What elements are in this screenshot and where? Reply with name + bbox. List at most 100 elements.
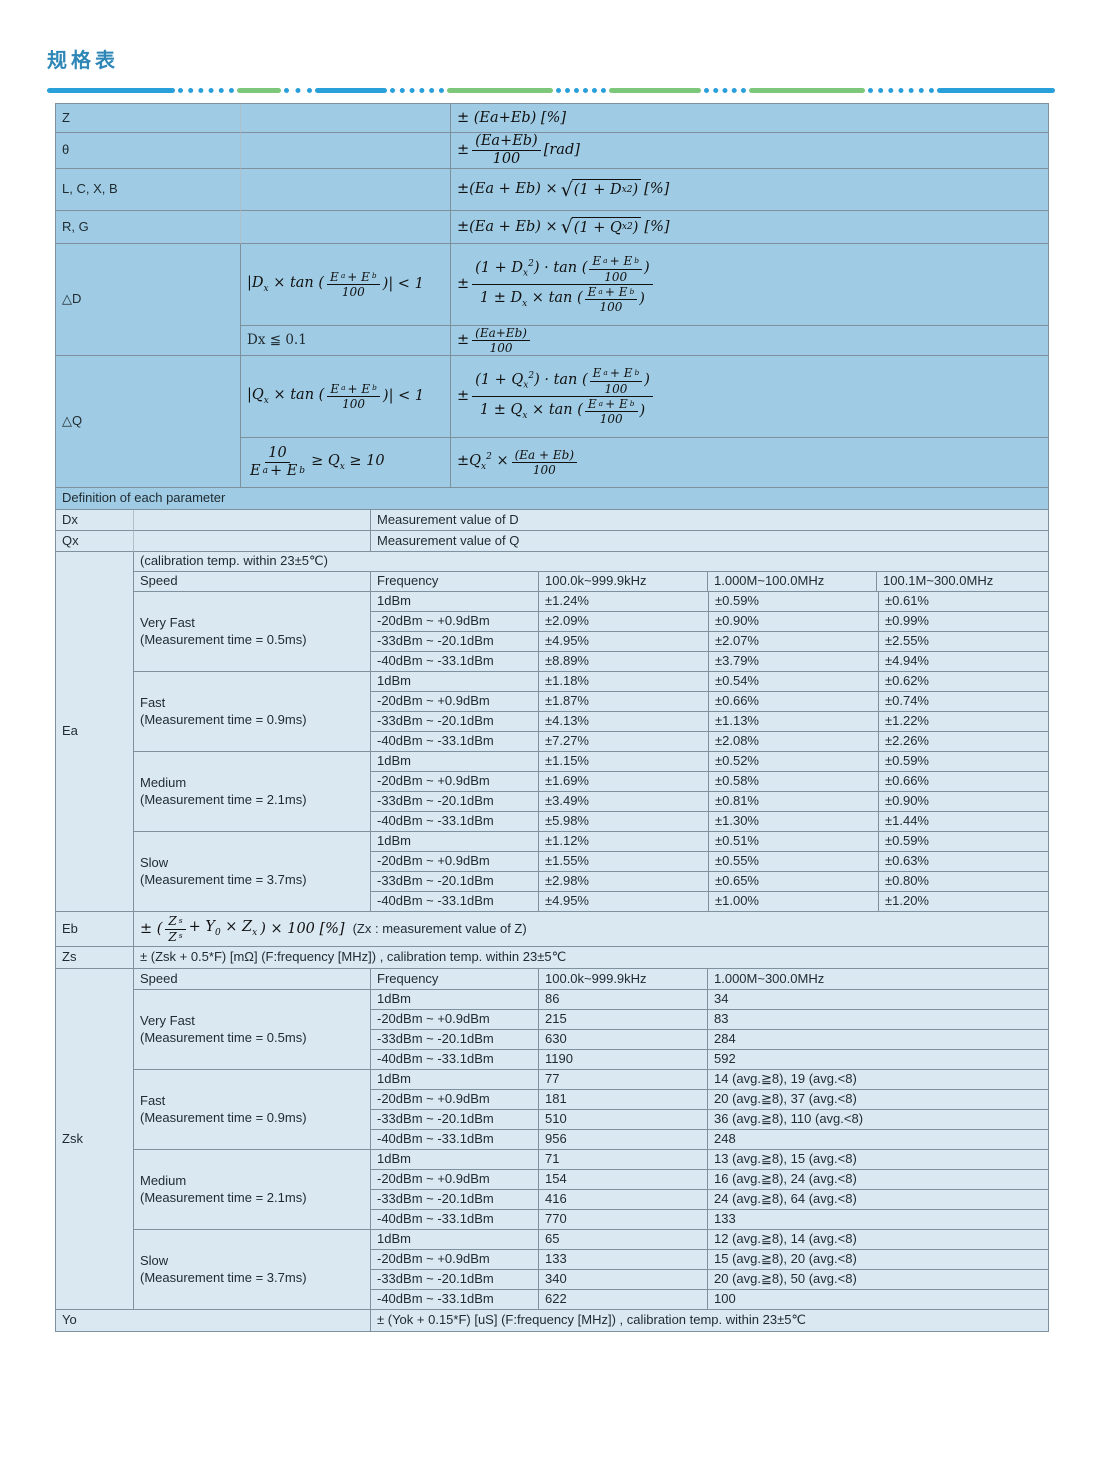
col-header: Speed [134, 572, 371, 592]
value-cell: ±0.74% [879, 692, 1049, 712]
value-cell: 14 (avg.≧8), 19 (avg.<8) [708, 1070, 1049, 1090]
ea-table-groups: Very Fast (Measurement time = 0.5ms) 1dB… [134, 592, 1049, 912]
table-row: -40dBm ~ -33.1dBm ±4.95% ±1.00% [371, 892, 1049, 912]
speed-label: Very Fast (Measurement time = 0.5ms) [134, 592, 371, 672]
range-cell: -33dBm ~ -20.1dBm [371, 872, 539, 892]
empty-cell [241, 104, 451, 133]
speed-label: Fast (Measurement time = 0.9ms) [134, 672, 371, 752]
value-cell: ±0.90% [709, 612, 879, 632]
value-cell: 181 [539, 1090, 708, 1110]
table-row: 1dBm ±1.18% ±0.54% [371, 672, 1049, 692]
value-cell: ±0.51% [709, 832, 879, 852]
range-cell: 1dBm [371, 1070, 539, 1090]
table-row: -33dBm ~ -20.1dBm 340 20 (avg.≧8), 50 (a… [371, 1270, 1049, 1290]
param-cell: △D [56, 244, 241, 356]
value-cell: ±0.66% [709, 692, 879, 712]
value-cell: ±4.95% [539, 892, 709, 912]
table-row: 1dBm ±1.12% ±0.51% [371, 832, 1049, 852]
table-row: -20dBm ~ +0.9dBm ±1.55% ±0.55% [371, 852, 1049, 872]
value-cell: 24 (avg.≧8), 64 (avg.<8) [708, 1190, 1049, 1210]
value-cell: 510 [539, 1110, 708, 1130]
range-cell: -33dBm ~ -20.1dBm [371, 712, 539, 732]
sqrt-icon: √ [560, 216, 573, 239]
col-header: Frequency [371, 572, 539, 592]
table-row: -40dBm ~ -33.1dBm 770 133 [371, 1210, 1049, 1230]
value-cell: 86 [539, 990, 708, 1010]
speed-group: Fast (Measurement time = 0.9ms) 1dBm [134, 1070, 1049, 1150]
table-row: 1dBm 86 34 [371, 990, 1049, 1010]
value-cell: 77 [539, 1070, 708, 1090]
param-cell: Z [56, 104, 241, 133]
col-header: 1.000M~300.0MHz [708, 969, 1049, 990]
zsk-table-groups: Very Fast (Measurement time = 0.5ms) 1dB… [134, 990, 1049, 1310]
value-cell: 13 (avg.≧8), 15 (avg.<8) [708, 1150, 1049, 1170]
value-cell: 622 [539, 1290, 708, 1310]
speed-label: Medium (Measurement time = 2.1ms) [134, 1150, 371, 1230]
value-cell: ±2.26% [879, 732, 1049, 752]
range-cell: -33dBm ~ -20.1dBm [371, 632, 539, 652]
value-cell: 340 [539, 1270, 708, 1290]
table-row: -40dBm ~ -33.1dBm ±8.89% ±3.79% [371, 652, 1049, 672]
param-cell: Zs [56, 947, 134, 969]
divider-segment [704, 88, 746, 93]
param-cell: Ea [56, 552, 134, 912]
value-cell: ±1.44% [879, 812, 1049, 832]
param-cell: Dx [56, 510, 134, 531]
table-row: -33dBm ~ -20.1dBm 510 36 (avg.≧8), 110 (… [371, 1110, 1049, 1130]
table-row: -20dBm ~ +0.9dBm ±2.09% ±0.90% [371, 612, 1049, 632]
formula-cell: ± (Zsk + 0.5*F) [mΩ] (F:frequency [MHz])… [134, 947, 1049, 969]
range-cell: -40dBm ~ -33.1dBm [371, 892, 539, 912]
empty-cell [134, 531, 371, 552]
col-header: 100.1M~300.0MHz [877, 572, 1049, 592]
value-cell: ±0.58% [709, 772, 879, 792]
zsk-section: Zsk Speed Frequency 100.0k~999.9kHz 1.00… [56, 969, 1049, 1310]
value-cell: ±4.94% [879, 652, 1049, 672]
table-header-row: Speed Frequency 100.0k~999.9kHz 1.000M~1… [134, 572, 1049, 592]
col-header: Frequency [371, 969, 539, 990]
value-cell: ±2.98% [539, 872, 709, 892]
range-cell: -20dBm ~ +0.9dBm [371, 1170, 539, 1190]
range-cell: -40dBm ~ -33.1dBm [371, 1290, 539, 1310]
table-row: 1dBm ±1.24% ±0.59% [371, 592, 1049, 612]
range-cell: 1dBm [371, 832, 539, 852]
value-cell: ±1.55% [539, 852, 709, 872]
value-cell: 630 [539, 1030, 708, 1050]
value-cell: ±1.12% [539, 832, 709, 852]
value-cell: 592 [708, 1050, 1049, 1070]
value-cell: Measurement value of D [371, 510, 1049, 531]
range-cell: -20dBm ~ +0.9dBm [371, 852, 539, 872]
range-cell: -40dBm ~ -33.1dBm [371, 1050, 539, 1070]
value-cell: 20 (avg.≧8), 50 (avg.<8) [708, 1270, 1049, 1290]
table-row: -20dBm ~ +0.9dBm 133 15 (avg.≧8), 20 (av… [371, 1250, 1049, 1270]
table-row: 1dBm 65 12 (avg.≧8), 14 (avg.<8) [371, 1230, 1049, 1250]
formula-note: (Zx : measurement value of Z) [352, 920, 527, 936]
table-row: (calibration temp. within 23±5℃) [134, 552, 1049, 572]
value-cell: 71 [539, 1150, 708, 1170]
range-cell: -33dBm ~ -20.1dBm [371, 1270, 539, 1290]
value-cell: ±0.80% [879, 872, 1049, 892]
value-cell: ±1.13% [709, 712, 879, 732]
value-cell: ±4.13% [539, 712, 709, 732]
value-cell: 416 [539, 1190, 708, 1210]
value-cell: ±0.61% [879, 592, 1049, 612]
value-cell: ±0.59% [709, 592, 879, 612]
value-cell: ±0.59% [879, 832, 1049, 852]
value-cell: ±0.52% [709, 752, 879, 772]
value-cell: ±1.15% [539, 752, 709, 772]
divider-segment [937, 88, 1055, 93]
param-cell: Zsk [56, 969, 134, 1310]
table-row: -33dBm ~ -20.1dBm 630 284 [371, 1030, 1049, 1050]
formula: ± (Ea+Eb) [%] [457, 109, 567, 126]
table-row: -33dBm ~ -20.1dBm ±4.13% ±1.13% [371, 712, 1049, 732]
formula-cell: ± (Yok + 0.15*F) [uS] (F:frequency [MHz]… [371, 1310, 1049, 1332]
table-row: Dx Measurement value of D [56, 510, 1049, 531]
divider-segment [749, 88, 865, 93]
value-cell: 65 [539, 1230, 708, 1250]
